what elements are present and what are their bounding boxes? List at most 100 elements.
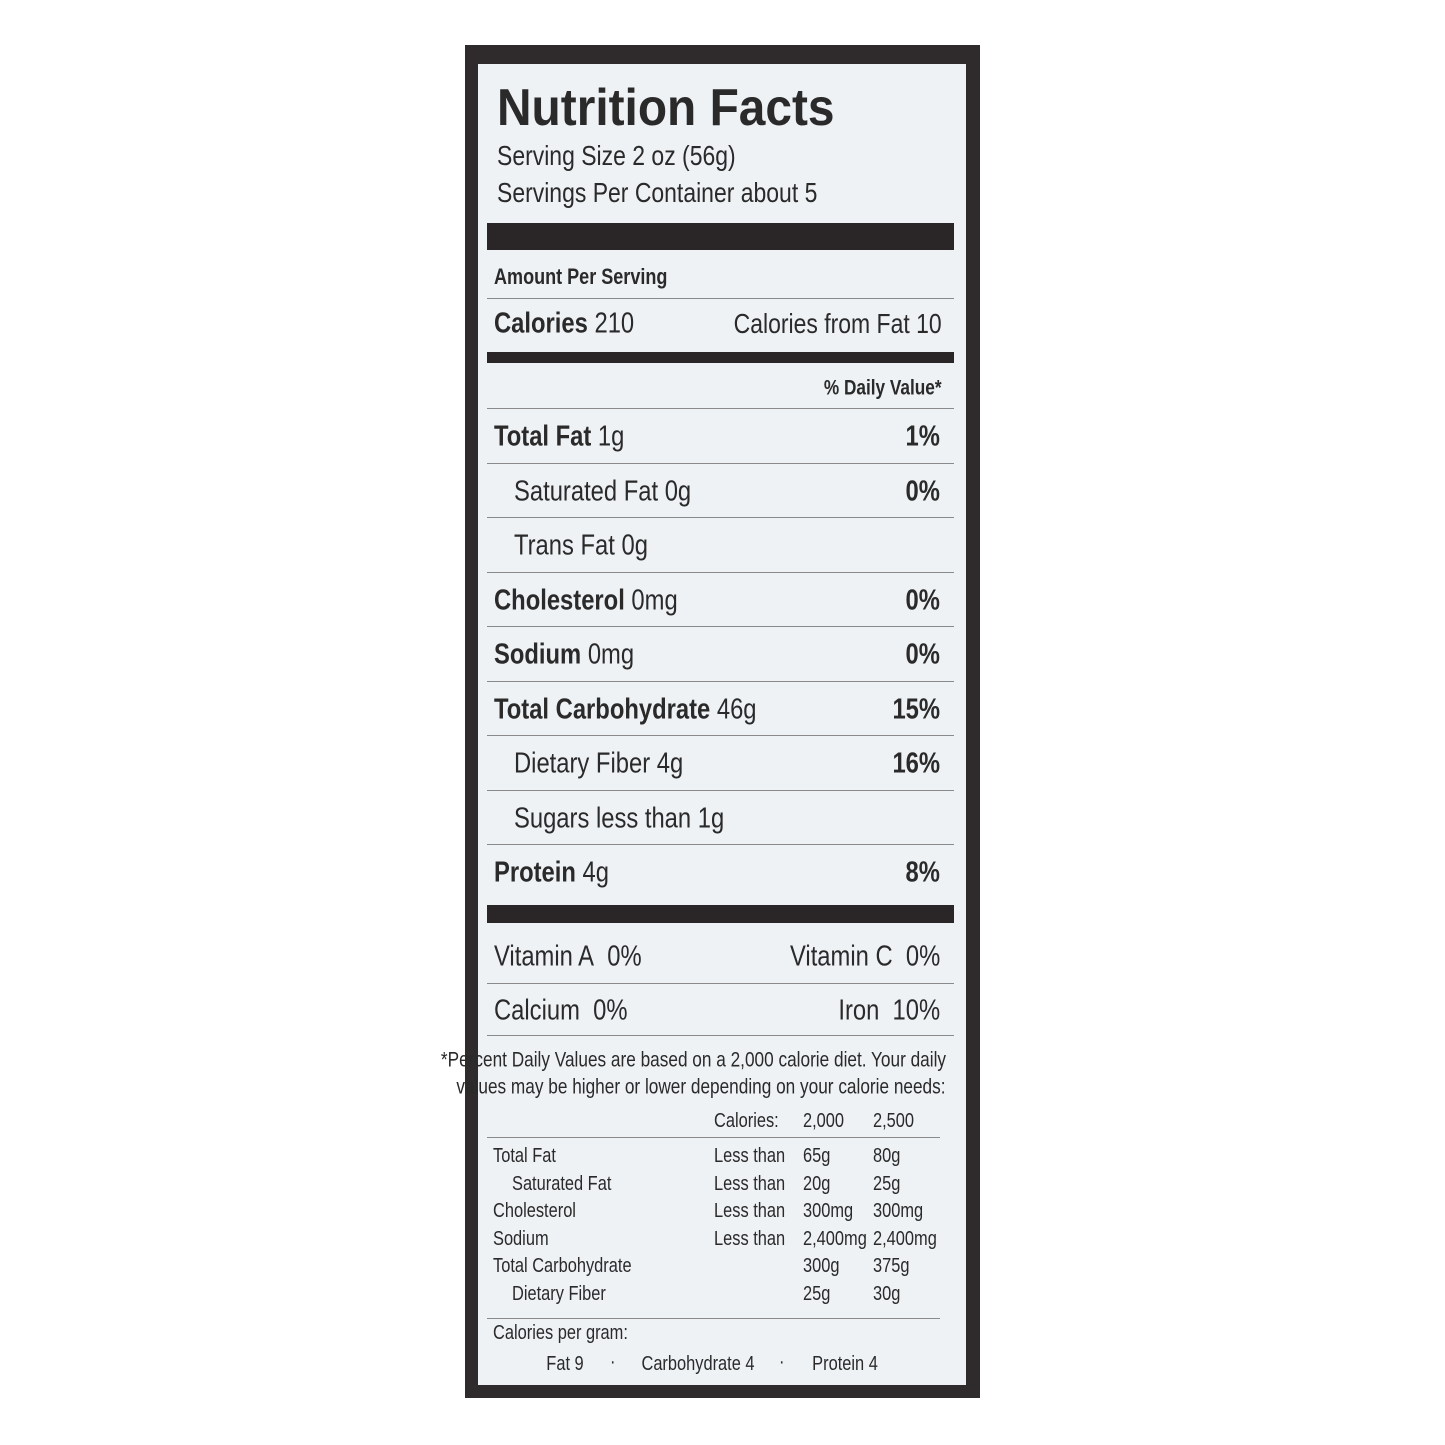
table-limit: Less than	[714, 1227, 786, 1250]
nutrient-amount: 4g	[582, 856, 609, 889]
nutrient: Trans Fat 0g	[514, 529, 648, 562]
nutrient: Sugars less than 1g	[514, 804, 724, 833]
table-value: 25g	[873, 1172, 901, 1195]
table-value: 65g	[803, 1145, 831, 1167]
separator-dot: ·	[610, 1351, 616, 1373]
daily-value: 0%	[905, 638, 940, 671]
vitamin: Calcium 0%	[494, 994, 628, 1027]
label-panel	[478, 64, 966, 1385]
nutrient-name: Sugars less than	[514, 802, 692, 834]
rule	[487, 789, 954, 791]
table-nutrient: Saturated Fat	[512, 1172, 612, 1195]
table-header: Calories:	[714, 1110, 779, 1132]
table-header: 2,500	[873, 1110, 915, 1132]
daily-value: 16%	[892, 747, 940, 780]
calories: Calories 210	[494, 307, 635, 340]
vitamin-value: 0%	[593, 994, 628, 1027]
nutrient-amount: 0g	[664, 475, 692, 507]
nutrient-amount: 0g	[621, 529, 648, 562]
table-value: 25g	[803, 1283, 831, 1305]
daily-value: 1%	[905, 420, 940, 453]
calories-amount: 210	[594, 307, 635, 340]
nutrient: Dietary Fiber 4g	[514, 747, 684, 780]
nutrient-name: Dietary Fiber	[514, 747, 651, 780]
vitamin-name: Iron	[838, 994, 880, 1027]
nutrient: Total Fat 1g	[494, 420, 625, 453]
serving-size: Serving Size 2 oz (56g)	[497, 140, 736, 171]
calories-label: Calories	[494, 307, 588, 340]
daily-value: 15%	[892, 693, 940, 725]
table-nutrient: Sodium	[493, 1227, 549, 1250]
calories-from-fat: Calories from Fat 10	[734, 308, 942, 339]
daily-value: 0%	[905, 475, 940, 507]
servings-per-container: Servings Per Container about 5	[497, 177, 818, 208]
table-value: 2,400mg	[873, 1227, 937, 1250]
table-limit: Less than	[714, 1145, 786, 1167]
table-nutrient: Cholesterol	[493, 1200, 576, 1223]
table-value: 375g	[873, 1255, 910, 1278]
vitamin-value: 0%	[607, 940, 642, 973]
rule	[487, 735, 954, 736]
title: Nutrition Facts	[497, 79, 835, 137]
vitamin: Vitamin A 0%	[494, 940, 642, 973]
nutrient-name: Trans Fat	[514, 529, 615, 562]
table-limit: Less than	[714, 1172, 786, 1195]
rule	[487, 1137, 940, 1138]
nutrient-amount: 0mg	[587, 638, 635, 671]
nutrient-amount: 1g	[697, 802, 725, 834]
nutrient-name: Protein	[494, 856, 576, 889]
thick-rule	[487, 905, 954, 923]
footnote: *Percent Daily Values are based on a 2,0…	[440, 1048, 946, 1072]
nutrient-name: Saturated Fat	[514, 475, 659, 507]
vitamin-name: Calcium	[494, 994, 580, 1027]
nutrient: Cholesterol 0mg	[494, 586, 678, 615]
nutrient: Sodium 0mg	[494, 638, 635, 671]
thick-rule	[487, 223, 954, 250]
calories-per-gram: Fat 9	[546, 1353, 584, 1375]
rule	[487, 1318, 940, 1319]
rule	[487, 462, 954, 464]
daily-value: 8%	[905, 856, 940, 889]
nutrient: Total Carbohydrate 46g	[494, 695, 757, 724]
table-nutrient: Total Carbohydrate	[493, 1255, 632, 1278]
calories-per-gram: Carbohydrate 4	[641, 1353, 755, 1375]
vitamin-value: 10%	[892, 994, 940, 1027]
nutrient-name: Total Carbohydrate	[494, 693, 711, 725]
calories-per-gram: Protein 4	[812, 1353, 878, 1375]
amount-per-serving: Amount Per Serving	[494, 264, 668, 289]
table-nutrient: Total Fat	[493, 1145, 556, 1167]
table-value: 300mg	[873, 1200, 924, 1223]
rule	[487, 983, 954, 984]
table-value: 2,400mg	[803, 1227, 867, 1250]
vitamin: Vitamin C 0%	[789, 940, 940, 973]
table-value: 80g	[873, 1145, 901, 1167]
rule	[487, 298, 954, 299]
rule	[487, 844, 954, 845]
rule	[487, 408, 954, 409]
rule	[487, 517, 954, 518]
rule	[487, 1035, 954, 1036]
nutrient-amount: 46g	[716, 693, 757, 725]
rule	[487, 571, 954, 573]
table-value: 300mg	[803, 1200, 854, 1223]
nutrient-amount: 1g	[597, 420, 625, 453]
table-value: 30g	[873, 1283, 901, 1305]
rule	[487, 626, 954, 627]
vitamin-name: Vitamin C	[789, 940, 893, 973]
nutrient-name: Sodium	[494, 638, 582, 671]
nutrient: Protein 4g	[494, 856, 609, 889]
table-value: 300g	[803, 1255, 840, 1278]
nutrient-name: Total Fat	[494, 420, 592, 453]
footnote: values may be higher or lower depending …	[456, 1075, 946, 1099]
table-limit: Less than	[714, 1200, 786, 1223]
table-header: 2,000	[803, 1110, 845, 1132]
nutrient-amount: 4g	[656, 747, 684, 780]
table-nutrient: Dietary Fiber	[512, 1283, 606, 1305]
calories-per-gram-label: Calories per gram:	[493, 1322, 628, 1344]
rule	[487, 680, 954, 682]
table-value: 20g	[803, 1172, 831, 1195]
nutrient-name: Cholesterol	[494, 584, 625, 616]
vitamin-value: 0%	[905, 940, 940, 973]
daily-value: 0%	[905, 584, 940, 616]
